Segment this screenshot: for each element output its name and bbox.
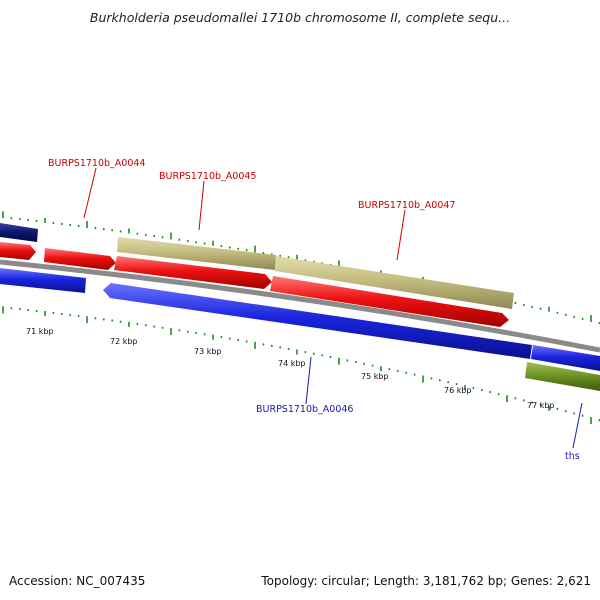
label-a0046[interactable]: BURPS1710b_A0046 xyxy=(256,404,353,415)
genome-summary-text: Topology: circular; Length: 3,181,762 bp… xyxy=(261,574,591,588)
gene-a0046-arrow[interactable] xyxy=(103,283,532,359)
gene-a0045-arrow[interactable] xyxy=(114,256,272,289)
gene-a0047-arrow[interactable] xyxy=(270,276,509,327)
scale-label-71: 71 kbp xyxy=(26,327,54,336)
label-a0044[interactable]: BURPS1710b_A0044 xyxy=(48,158,145,169)
inner-tick-ring xyxy=(2,306,600,424)
scale-label-77: 77 kbp xyxy=(527,401,555,410)
feature-tan-2[interactable] xyxy=(275,256,514,309)
feature-tan-1[interactable] xyxy=(117,237,276,270)
scale-label-76: 76 kbp xyxy=(444,386,472,395)
feature-labels: BURPS1710b_A0044 BURPS1710b_A0045 BURPS1… xyxy=(48,158,583,462)
scale-label-75: 75 kbp xyxy=(361,372,389,381)
feature-olive[interactable] xyxy=(525,362,600,391)
gene-a0044-arrow[interactable] xyxy=(44,248,116,270)
scale-labels: 71 kbp 72 kbp 73 kbp 74 kbp 75 kbp 76 kb… xyxy=(26,327,555,410)
callout-line-a0045 xyxy=(198,180,205,231)
map-title: Burkholderia pseudomallei 1710b chromoso… xyxy=(89,10,511,25)
callout-line-a0044 xyxy=(83,167,97,219)
label-a0045[interactable]: BURPS1710b_A0045 xyxy=(159,171,256,182)
label-ths[interactable]: ths xyxy=(565,451,580,462)
callout-line-ths xyxy=(572,402,583,449)
callout-line-a0046 xyxy=(305,356,312,405)
gene-a0043-arrow[interactable] xyxy=(0,242,36,260)
label-a0047[interactable]: BURPS1710b_A0047 xyxy=(358,200,455,211)
scale-label-72: 72 kbp xyxy=(110,337,138,346)
scale-label-74: 74 kbp xyxy=(278,359,306,368)
callout-line-a0047 xyxy=(396,209,406,261)
gene-a0048-arrow[interactable] xyxy=(531,345,600,371)
accession-text: Accession: NC_007435 xyxy=(9,574,146,588)
scale-label-73: 73 kbp xyxy=(194,347,222,356)
feature-navy[interactable] xyxy=(0,223,38,242)
gene-a0042-arrow[interactable] xyxy=(0,268,86,293)
genome-backbone xyxy=(0,259,600,353)
